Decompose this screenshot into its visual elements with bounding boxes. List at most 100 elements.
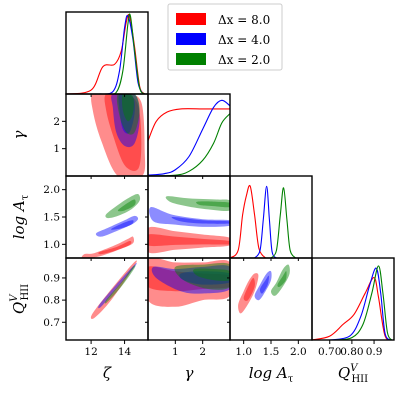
- contour-region: [165, 196, 230, 211]
- panel-logA-Q: [238, 264, 290, 314]
- contour-region: [118, 94, 135, 134]
- legend-entry: Δx = 8.0: [176, 13, 270, 27]
- marginal-curve: [148, 108, 230, 142]
- contour-region: [277, 271, 287, 288]
- marginal-curve: [312, 277, 394, 340]
- contour-region: [148, 234, 230, 247]
- contour-region: [243, 277, 255, 301]
- legend-entry: Δx = 2.0: [176, 53, 270, 67]
- contour-region: [179, 271, 230, 285]
- x-tick-label: 14: [118, 346, 132, 358]
- contour-region: [193, 268, 230, 282]
- contour-region: [95, 215, 139, 237]
- x-tick-label: 1: [172, 346, 179, 358]
- marginal-curve: [270, 187, 297, 258]
- contour-region: [104, 94, 142, 171]
- contour-region: [98, 241, 132, 255]
- contour-region: [151, 265, 230, 294]
- panel-zeta-Q: [90, 260, 137, 319]
- y-tick-label: 1.0: [43, 239, 60, 251]
- contour-region: [116, 94, 140, 135]
- panel-zeta-gamma: [91, 94, 146, 176]
- label-sup: V: [350, 363, 359, 374]
- contour-region: [254, 270, 272, 301]
- marginal-curve: [230, 184, 266, 258]
- contour-region: [196, 201, 230, 208]
- legend-label: Δx = 2.0: [218, 53, 270, 67]
- contour-region: [121, 94, 134, 122]
- y-axis-label: γ: [10, 130, 28, 139]
- marginal-curve: [99, 15, 144, 94]
- contour-region: [270, 264, 290, 296]
- x-tick-label: 12: [84, 346, 97, 358]
- panel-logA-marginal: [230, 184, 297, 258]
- x-tick-label: 1.5: [263, 346, 280, 358]
- legend-label: Δx = 4.0: [218, 33, 270, 47]
- contour-region: [104, 265, 136, 304]
- legend-swatch: [176, 33, 206, 45]
- contour-region: [98, 262, 137, 309]
- x-tick-label: 0.80: [340, 346, 363, 358]
- contour-region: [148, 266, 230, 292]
- contour-region: [111, 94, 140, 148]
- label-sub: τ: [288, 374, 294, 385]
- panel-frame: [311, 257, 395, 341]
- contour-region: [90, 260, 137, 319]
- legend-swatch: [176, 53, 206, 65]
- marginal-curve: [148, 99, 230, 176]
- legend-entry: Δx = 4.0: [176, 33, 270, 47]
- marginal-curve: [334, 265, 393, 340]
- x-axis-label: QV HII: [338, 363, 368, 385]
- y-axis-label: log Aτ: [10, 194, 31, 239]
- contour-region: [174, 262, 230, 290]
- y-tick-label: 1.5: [43, 212, 60, 224]
- panel-frame: [147, 93, 231, 177]
- legend-label: Δx = 8.0: [218, 13, 270, 27]
- x-tick-label: 0.9: [366, 346, 383, 358]
- label-sub: τ: [20, 194, 31, 200]
- contour-region: [171, 216, 230, 224]
- x-tick-label: 2: [199, 346, 206, 358]
- contour-region: [91, 94, 146, 176]
- contour-region: [238, 273, 259, 314]
- y-tick-label: 2.0: [43, 184, 60, 196]
- label-sub: HII: [351, 374, 368, 385]
- marginal-curve: [329, 267, 393, 340]
- contour-region: [105, 193, 141, 219]
- y-tick-label: 0.8: [43, 295, 60, 307]
- x-axis-label: log Aτ: [249, 364, 294, 385]
- x-tick-label: 1.0: [235, 346, 252, 358]
- x-axis-label: γ: [185, 364, 194, 382]
- x-tick-label: 2.0: [290, 346, 307, 358]
- panel-gamma-marginal: [148, 99, 230, 176]
- legend: Δx = 8.0 Δx = 4.0 Δx = 2.0: [167, 3, 283, 71]
- y-tick-label: 2: [53, 116, 60, 128]
- contour-region: [259, 275, 269, 294]
- contour-region: [111, 220, 134, 230]
- x-axis-label: ζ: [103, 364, 112, 382]
- contour-region: [148, 226, 230, 254]
- panel-zeta-marginal: [66, 13, 146, 94]
- contour-region: [149, 207, 230, 227]
- x-tick-label: 0.70: [318, 346, 341, 358]
- marginal-curve: [148, 113, 230, 176]
- label-sup: V: [9, 293, 20, 302]
- panel-zeta-logA: [81, 193, 141, 258]
- y-axis-label: QVHII: [9, 284, 31, 314]
- contour-region: [148, 258, 230, 307]
- marginal-curve: [104, 13, 146, 94]
- label-sub: HII: [20, 284, 31, 301]
- y-tick-label: 1: [53, 143, 60, 155]
- contour-region: [81, 236, 135, 258]
- marginal-curve: [66, 13, 146, 94]
- contour-region: [117, 199, 136, 212]
- panel-Q-marginal: [312, 265, 394, 340]
- y-tick-label: 0.7: [43, 317, 60, 329]
- legend-swatch: [176, 13, 206, 25]
- panel-gamma-Q: [148, 258, 230, 307]
- marginal-curve: [254, 185, 277, 258]
- panel-gamma-logA: [148, 196, 230, 254]
- y-tick-label: 0.9: [43, 272, 60, 284]
